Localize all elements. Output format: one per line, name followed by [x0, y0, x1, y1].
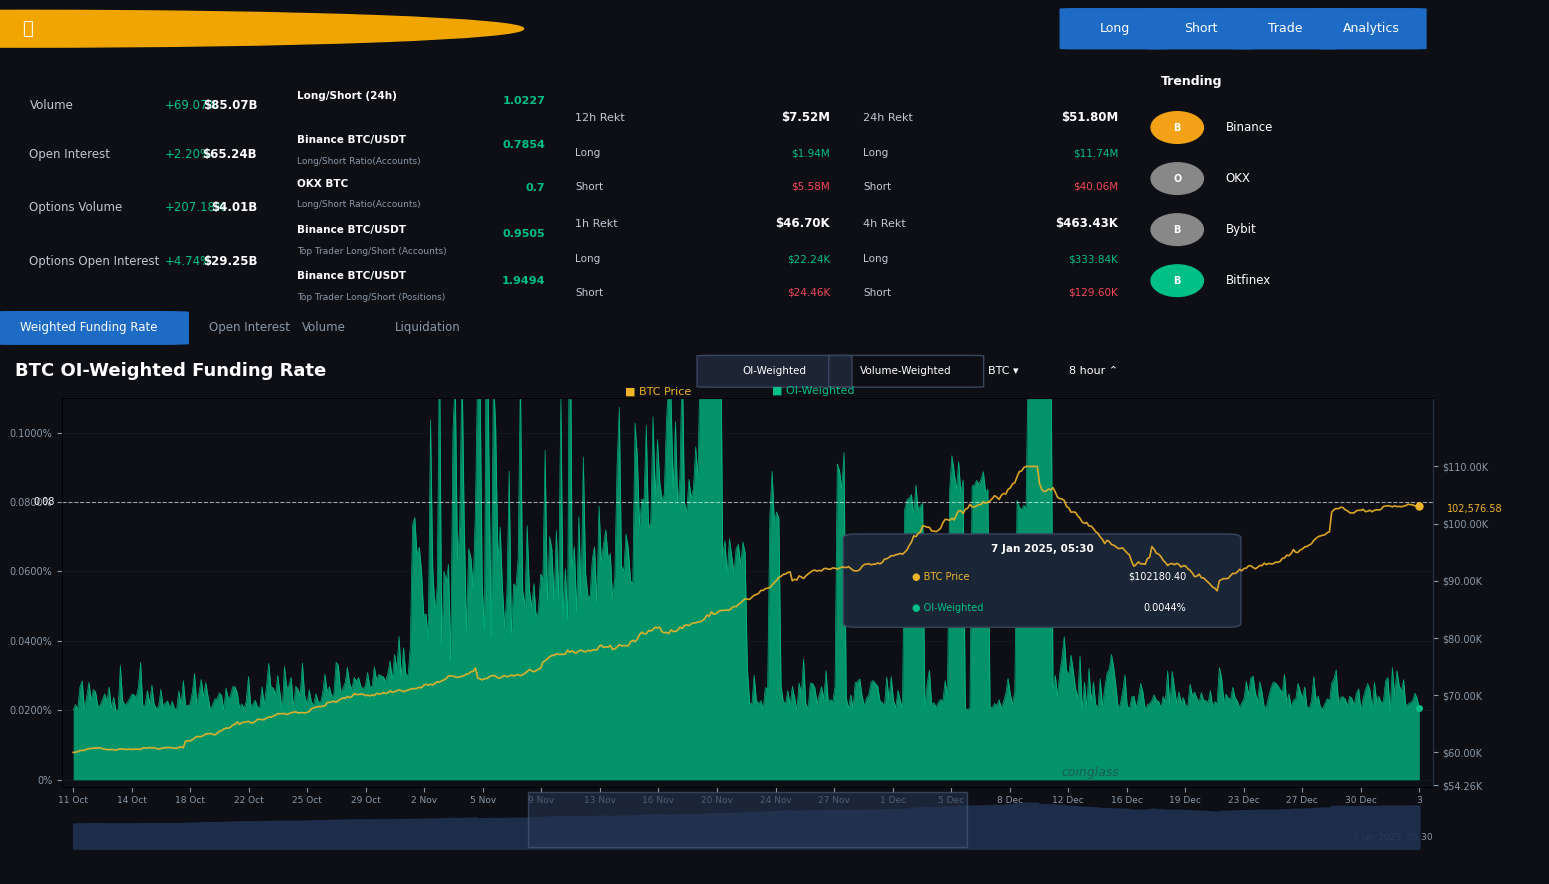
FancyBboxPatch shape: [1060, 8, 1171, 50]
FancyBboxPatch shape: [843, 534, 1241, 628]
Text: Binance BTC/USDT: Binance BTC/USDT: [297, 271, 406, 281]
Text: B: B: [1174, 225, 1180, 234]
Text: Short: Short: [575, 288, 603, 298]
Text: Volume: Volume: [302, 322, 345, 334]
Text: $11.74M: $11.74M: [1073, 149, 1118, 158]
Text: $4.01B: $4.01B: [211, 202, 257, 214]
Text: Volume-Weighted: Volume-Weighted: [860, 366, 953, 377]
FancyBboxPatch shape: [697, 355, 852, 387]
Text: Bitcoin BTC Derivatives Data Analysis: Bitcoin BTC Derivatives Data Analysis: [62, 21, 386, 36]
Text: $51.80M: $51.80M: [1061, 111, 1118, 124]
Text: Long/Short (24h): Long/Short (24h): [297, 91, 397, 101]
Text: 0.7: 0.7: [525, 183, 545, 194]
Text: Top Trader Long/Short (Positions): Top Trader Long/Short (Positions): [297, 293, 446, 301]
Text: Binance: Binance: [1225, 121, 1273, 134]
Text: Short: Short: [575, 182, 603, 192]
Circle shape: [1151, 214, 1204, 246]
FancyBboxPatch shape: [1230, 8, 1341, 50]
Text: $22.24K: $22.24K: [787, 255, 830, 264]
Text: Short: Short: [863, 182, 891, 192]
Text: 0.0044%: 0.0044%: [1143, 603, 1187, 613]
Text: ● OI-Weighted: ● OI-Weighted: [912, 603, 984, 613]
Text: 8 hour ⌃: 8 hour ⌃: [1069, 366, 1118, 377]
Text: Long: Long: [575, 255, 599, 264]
Text: $1.94M: $1.94M: [792, 149, 830, 158]
Text: ■ BTC Price: ■ BTC Price: [626, 386, 691, 396]
Text: Binance BTC/USDT: Binance BTC/USDT: [297, 134, 406, 145]
Text: Short: Short: [1183, 22, 1218, 35]
Text: ● BTC Price: ● BTC Price: [912, 572, 970, 582]
Text: $7.52M: $7.52M: [781, 111, 830, 124]
Text: B: B: [1174, 123, 1180, 133]
Text: $29.25B: $29.25B: [203, 255, 257, 268]
Text: $40.06M: $40.06M: [1073, 182, 1118, 192]
FancyBboxPatch shape: [1315, 8, 1427, 50]
Text: B: B: [1174, 276, 1180, 286]
Text: 1.9494: 1.9494: [502, 276, 545, 286]
Text: 7 Jan 2025, 05:30: 7 Jan 2025, 05:30: [1354, 834, 1433, 842]
Text: Trade: Trade: [1269, 22, 1303, 35]
Text: $5.58M: $5.58M: [792, 182, 830, 192]
Circle shape: [1151, 265, 1204, 296]
Circle shape: [1151, 111, 1204, 143]
Text: 0.08: 0.08: [34, 497, 56, 507]
FancyBboxPatch shape: [0, 311, 189, 345]
FancyBboxPatch shape: [528, 792, 967, 848]
Text: $333.84K: $333.84K: [1069, 255, 1118, 264]
Text: OKX BTC: OKX BTC: [297, 179, 349, 188]
FancyBboxPatch shape: [1145, 8, 1256, 50]
Text: Long: Long: [863, 255, 888, 264]
Text: Open Interest: Open Interest: [209, 322, 290, 334]
Text: +2.20%: +2.20%: [164, 148, 212, 161]
Text: $102180.40: $102180.40: [1128, 572, 1187, 582]
Text: Open Interest: Open Interest: [29, 148, 110, 161]
Text: 4h Rekt: 4h Rekt: [863, 218, 906, 229]
Text: $85.07B: $85.07B: [203, 99, 257, 112]
Text: $463.43K: $463.43K: [1055, 217, 1118, 230]
Text: Options Open Interest: Options Open Interest: [29, 255, 160, 268]
Text: 0.9505: 0.9505: [503, 230, 545, 240]
Text: Weighted Funding Rate: Weighted Funding Rate: [20, 322, 156, 334]
Text: 0.7854: 0.7854: [502, 140, 545, 149]
Text: Bybit: Bybit: [1225, 223, 1256, 236]
Text: Long: Long: [863, 149, 888, 158]
Text: +207.18%: +207.18%: [164, 202, 228, 214]
Text: $24.46K: $24.46K: [787, 288, 830, 298]
Text: Short: Short: [863, 288, 891, 298]
Text: Top Trader Long/Short (Accounts): Top Trader Long/Short (Accounts): [297, 247, 446, 255]
Text: BTC ▾: BTC ▾: [988, 366, 1019, 377]
Text: $129.60K: $129.60K: [1069, 288, 1118, 298]
Text: ■ OI-Weighted: ■ OI-Weighted: [771, 386, 855, 396]
Text: O: O: [1173, 173, 1182, 184]
Text: Long/Short Ratio(Accounts): Long/Short Ratio(Accounts): [297, 156, 421, 165]
Text: Long: Long: [575, 149, 599, 158]
Text: +4.74%: +4.74%: [164, 255, 212, 268]
Text: ₿: ₿: [23, 19, 33, 38]
Text: coinglass: coinglass: [1061, 766, 1118, 779]
Text: Volume: Volume: [29, 99, 73, 112]
Text: $46.70K: $46.70K: [776, 217, 830, 230]
Text: Liquidation: Liquidation: [395, 322, 460, 334]
Text: Binance BTC/USDT: Binance BTC/USDT: [297, 225, 406, 235]
Text: OI-Weighted: OI-Weighted: [742, 366, 807, 377]
Text: Analytics: Analytics: [1343, 22, 1399, 35]
Text: OKX: OKX: [1225, 172, 1250, 185]
Text: 1h Rekt: 1h Rekt: [575, 218, 618, 229]
Text: $65.24B: $65.24B: [203, 148, 257, 161]
Text: Bitfinex: Bitfinex: [1225, 274, 1270, 287]
Text: Options Volume: Options Volume: [29, 202, 122, 214]
Text: Trending: Trending: [1162, 75, 1222, 88]
Circle shape: [0, 11, 524, 47]
Text: 1.0227: 1.0227: [502, 95, 545, 106]
Text: 24h Rekt: 24h Rekt: [863, 112, 912, 123]
Text: 12h Rekt: 12h Rekt: [575, 112, 624, 123]
Text: 7 Jan 2025, 05:30: 7 Jan 2025, 05:30: [991, 545, 1094, 554]
Text: +69.07%: +69.07%: [164, 99, 220, 112]
Text: BTC OI-Weighted Funding Rate: BTC OI-Weighted Funding Rate: [15, 362, 327, 380]
Circle shape: [1151, 163, 1204, 194]
Text: Long/Short Ratio(Accounts): Long/Short Ratio(Accounts): [297, 201, 421, 210]
Text: 102,576.58: 102,576.58: [1447, 504, 1503, 514]
Text: Long: Long: [1100, 22, 1131, 35]
